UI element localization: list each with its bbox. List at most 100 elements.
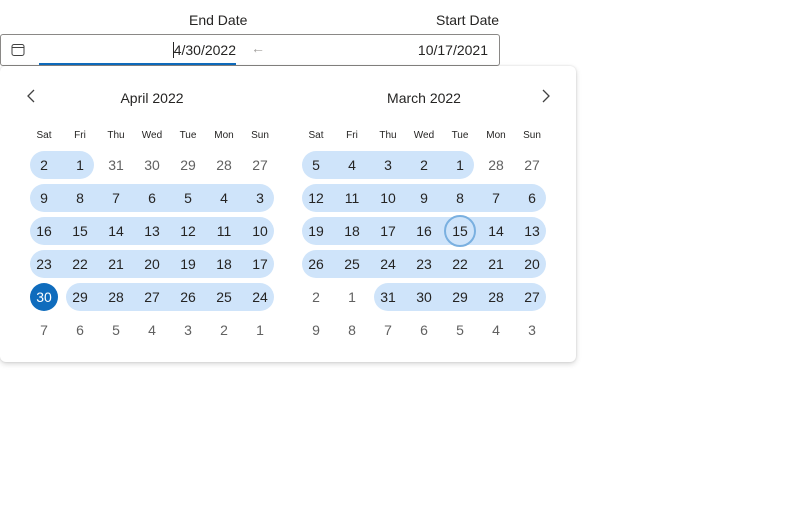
day-cell[interactable]: 16: [36, 223, 52, 239]
day-cell[interactable]: 4: [492, 322, 500, 338]
day-cell[interactable]: 20: [144, 256, 160, 272]
day-cell[interactable]: 19: [308, 223, 324, 239]
day-cell[interactable]: 6: [148, 190, 156, 206]
day-cell[interactable]: 2: [40, 157, 48, 173]
end-date-field[interactable]: 4/30/2022: [39, 35, 236, 65]
day-cell[interactable]: 22: [72, 256, 88, 272]
day-cell[interactable]: 29: [452, 289, 468, 305]
day-cell[interactable]: 31: [108, 157, 124, 173]
day-cell[interactable]: 13: [144, 223, 160, 239]
day-cell[interactable]: 12: [180, 223, 196, 239]
day-cell[interactable]: 30: [26, 282, 62, 312]
day-cell[interactable]: 17: [252, 256, 268, 272]
day-cell[interactable]: 1: [348, 289, 356, 305]
day-cell[interactable]: 29: [72, 289, 88, 305]
day-cell[interactable]: 5: [112, 322, 120, 338]
day-cell[interactable]: 21: [488, 256, 504, 272]
previous-month-button[interactable]: [20, 86, 44, 110]
day-cell[interactable]: 15: [442, 215, 478, 247]
day-cell[interactable]: 3: [256, 190, 264, 206]
day-cell[interactable]: 7: [40, 322, 48, 338]
day-cell[interactable]: 23: [416, 256, 432, 272]
day-cell[interactable]: 1: [456, 157, 464, 173]
day-cell[interactable]: 22: [452, 256, 468, 272]
day-cell[interactable]: 24: [252, 289, 268, 305]
day-cell[interactable]: 3: [528, 322, 536, 338]
day-cell[interactable]: 13: [524, 223, 540, 239]
day-cell[interactable]: 11: [216, 223, 232, 239]
day-cell[interactable]: 4: [148, 322, 156, 338]
day-cell[interactable]: 8: [456, 190, 464, 206]
day-cell[interactable]: 5: [184, 190, 192, 206]
date-range-input[interactable]: 4/30/2022 ← 10/17/2021: [0, 34, 500, 66]
day-cell[interactable]: 14: [488, 223, 504, 239]
day-cell[interactable]: 14: [108, 223, 124, 239]
day-cell[interactable]: 6: [420, 322, 428, 338]
day-cell[interactable]: 28: [216, 157, 232, 173]
day-cell[interactable]: 25: [344, 256, 360, 272]
weekday-label: Thu: [107, 130, 125, 141]
day-cell[interactable]: 9: [312, 322, 320, 338]
day-cell[interactable]: 19: [180, 256, 196, 272]
weekday-label: Tue: [451, 130, 469, 141]
week-row: 12 11 10 9 8 7 6: [298, 182, 550, 215]
day-cell[interactable]: 3: [184, 322, 192, 338]
week-row: 2 1 31 30 29 28 27: [298, 281, 550, 314]
day-cell[interactable]: 24: [380, 256, 396, 272]
day-cell[interactable]: 8: [348, 322, 356, 338]
day-cell[interactable]: 27: [524, 157, 540, 173]
day-cell[interactable]: 21: [108, 256, 124, 272]
day-cell[interactable]: 28: [488, 157, 504, 173]
day-cell[interactable]: 5: [312, 157, 320, 173]
day-cell[interactable]: 27: [252, 157, 268, 173]
day-cell[interactable]: 1: [256, 322, 264, 338]
day-cell[interactable]: 15: [72, 223, 88, 239]
start-date-field[interactable]: 10/17/2021: [291, 35, 488, 65]
day-cell[interactable]: 2: [420, 157, 428, 173]
day-cell[interactable]: 28: [108, 289, 124, 305]
selected-range-band: [66, 283, 274, 311]
day-cell[interactable]: 2: [312, 289, 320, 305]
day-cell[interactable]: 26: [308, 256, 324, 272]
next-month-button[interactable]: [533, 86, 557, 110]
day-cell[interactable]: 26: [180, 289, 196, 305]
day-cell[interactable]: 4: [348, 157, 356, 173]
day-cell[interactable]: 25: [216, 289, 232, 305]
day-cell[interactable]: 10: [252, 223, 268, 239]
day-cell[interactable]: 18: [216, 256, 232, 272]
day-cell[interactable]: 5: [456, 322, 464, 338]
day-cell[interactable]: 9: [40, 190, 48, 206]
day-cell[interactable]: 31: [380, 289, 396, 305]
weekday-label: Sat: [308, 130, 324, 141]
day-cell[interactable]: 4: [220, 190, 228, 206]
day-cell[interactable]: 10: [380, 190, 396, 206]
day-cell[interactable]: 9: [420, 190, 428, 206]
day-cell[interactable]: 29: [180, 157, 196, 173]
day-cell[interactable]: 12: [308, 190, 324, 206]
day-cell[interactable]: 18: [344, 223, 360, 239]
day-cell[interactable]: 17: [380, 223, 396, 239]
calendar-icon[interactable]: [11, 43, 25, 57]
day-cell[interactable]: 7: [384, 322, 392, 338]
day-cell[interactable]: 7: [492, 190, 500, 206]
weekday-label: Sun: [251, 130, 269, 141]
day-cell[interactable]: 27: [144, 289, 160, 305]
day-cell[interactable]: 16: [416, 223, 432, 239]
day-cell[interactable]: 28: [488, 289, 504, 305]
weekday-label: Wed: [141, 130, 163, 141]
day-cell[interactable]: 6: [528, 190, 536, 206]
day-cell[interactable]: 23: [36, 256, 52, 272]
day-cell[interactable]: 20: [524, 256, 540, 272]
day-cell[interactable]: 3: [384, 157, 392, 173]
day-cell[interactable]: 30: [144, 157, 160, 173]
day-cell[interactable]: 30: [416, 289, 432, 305]
week-row: 9 8 7 6 5 4 3: [298, 314, 550, 347]
day-cell[interactable]: 11: [344, 190, 360, 206]
day-cell[interactable]: 1: [76, 157, 84, 173]
day-cell[interactable]: 7: [112, 190, 120, 206]
month-title: March 2022: [387, 90, 461, 106]
day-cell[interactable]: 27: [524, 289, 540, 305]
day-cell[interactable]: 6: [76, 322, 84, 338]
day-cell[interactable]: 8: [76, 190, 84, 206]
day-cell[interactable]: 2: [220, 322, 228, 338]
